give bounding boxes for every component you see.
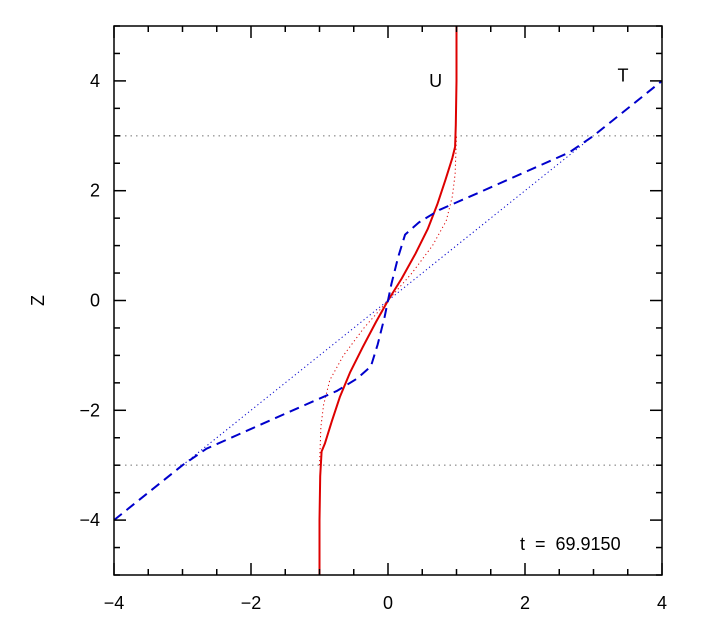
x-tick-label: 2 [520, 593, 530, 613]
y-axis-label: Z [28, 295, 48, 306]
x-tick-label: −4 [104, 593, 125, 613]
y-tick-label: 4 [90, 71, 100, 91]
series-layer [113, 26, 663, 575]
plot-frame [113, 25, 663, 576]
y-tick-label: 0 [90, 291, 100, 311]
x-tick-label: −2 [241, 593, 262, 613]
series-line-t [113, 80, 663, 521]
x-tick-label: 4 [657, 593, 667, 613]
reference-lines [114, 135, 662, 466]
series-label-u: U [429, 71, 442, 91]
y-tick-label: −2 [79, 400, 100, 420]
time-annotation: t = 69.9150 [520, 534, 621, 554]
y-tick-label: 2 [90, 181, 100, 201]
tick-labels: −4 −2 0 2 4 −4 −2 0 2 4 [79, 71, 667, 613]
y-tick-label: −4 [79, 510, 100, 530]
series-label-t: T [617, 65, 628, 85]
x-tick-label: 0 [383, 593, 393, 613]
